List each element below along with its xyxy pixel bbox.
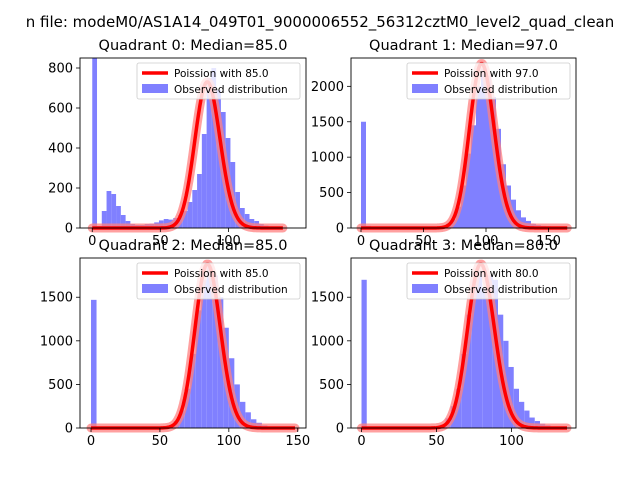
legend-bar-swatch [142, 84, 168, 93]
histogram-bar [107, 191, 112, 228]
legend-label: Poission with 85.0 [174, 68, 269, 80]
histogram-bar [192, 190, 197, 228]
y-tick-label: 200 [48, 182, 73, 197]
histogram-bar [91, 300, 97, 428]
x-tick-label: 0 [357, 234, 365, 249]
y-tick-label: 1000 [311, 151, 344, 166]
histogram-bar [362, 280, 367, 428]
legend-bar-swatch [142, 284, 168, 293]
histogram-bar [92, 58, 97, 228]
y-tick-label: 1500 [311, 115, 344, 130]
y-tick-label: 500 [319, 378, 344, 393]
x-tick-label: 150 [285, 434, 310, 449]
x-tick-label: 100 [499, 434, 524, 449]
y-tick-label: 1500 [311, 291, 344, 306]
histogram-bar [202, 134, 207, 228]
histogram-bar [111, 194, 116, 228]
legend-label: Observed distribution [444, 84, 558, 96]
y-tick-label: 1500 [40, 291, 73, 306]
legend-label: Observed distribution [174, 284, 288, 296]
x-tick-label: 100 [216, 434, 241, 449]
chart-title: Quadrant 2: Median=85.0 [99, 238, 288, 254]
chart-title: Quadrant 1: Median=97.0 [369, 38, 558, 54]
y-tick-label: 0 [65, 422, 73, 437]
chart-title: Quadrant 3: Median=80.0 [369, 238, 558, 254]
y-tick-label: 0 [336, 222, 344, 237]
y-tick-label: 400 [48, 142, 73, 157]
histogram-bar [197, 174, 202, 228]
legend-bar-swatch [412, 84, 438, 93]
figure-suptitle: n file: modeM0/AS1A14_049T01_9000006552_… [26, 13, 615, 32]
y-tick-label: 1000 [40, 334, 73, 349]
x-tick-label: 50 [428, 434, 445, 449]
y-tick-label: 800 [48, 62, 73, 77]
legend-label: Observed distribution [444, 284, 558, 296]
y-tick-label: 600 [48, 102, 73, 117]
legend-label: Observed distribution [174, 84, 288, 96]
histogram-bar [482, 289, 487, 428]
y-tick-label: 500 [48, 378, 73, 393]
legend-label: Poission with 97.0 [444, 68, 539, 80]
x-tick-label: 50 [152, 434, 169, 449]
histogram-bar [361, 122, 366, 228]
legend-bar-swatch [412, 284, 438, 293]
histogram-bar [476, 86, 481, 228]
y-tick-label: 500 [319, 186, 344, 201]
y-tick-label: 0 [336, 422, 344, 437]
y-tick-label: 2000 [311, 80, 344, 95]
x-tick-label: 0 [88, 234, 96, 249]
x-tick-label: 0 [87, 434, 95, 449]
y-tick-label: 1000 [311, 334, 344, 349]
chart-title: Quadrant 0: Median=85.0 [99, 38, 288, 54]
legend-label: Poission with 80.0 [444, 268, 539, 280]
x-tick-label: 0 [357, 434, 365, 449]
y-tick-label: 0 [65, 222, 73, 237]
legend-label: Poission with 85.0 [174, 268, 269, 280]
